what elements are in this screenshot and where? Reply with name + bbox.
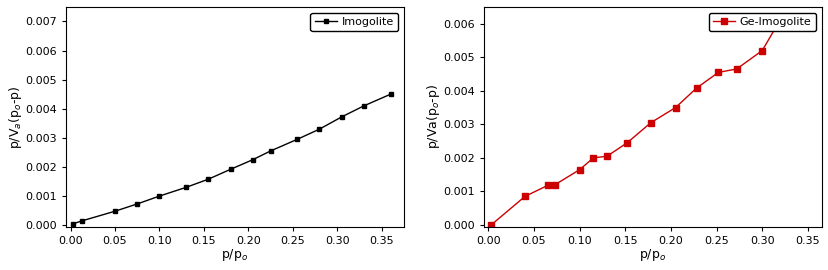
Ge-Imogolite xyxy=(622,141,632,144)
Ge-Imogolite xyxy=(756,49,766,52)
Ge-Imogolite xyxy=(670,106,680,109)
Imogolite xyxy=(385,93,395,96)
Imogolite xyxy=(68,222,78,225)
Imogolite xyxy=(203,178,213,181)
Ge-Imogolite xyxy=(485,223,495,227)
Line: Ge-Imogolite: Ge-Imogolite xyxy=(488,24,778,228)
Legend: Ge-Imogolite: Ge-Imogolite xyxy=(708,12,815,31)
Y-axis label: p/V$_a$(p$_o$-p): p/V$_a$(p$_o$-p) xyxy=(7,85,24,148)
Imogolite xyxy=(110,210,120,213)
Imogolite xyxy=(77,219,87,222)
Imogolite xyxy=(336,115,346,119)
Imogolite xyxy=(314,127,324,131)
Imogolite xyxy=(248,158,258,161)
Ge-Imogolite xyxy=(691,86,700,90)
X-axis label: p/p$_o$: p/p$_o$ xyxy=(638,247,666,263)
Ge-Imogolite xyxy=(550,183,560,186)
Ge-Imogolite xyxy=(713,71,723,74)
Imogolite xyxy=(181,186,190,189)
Imogolite xyxy=(132,202,142,205)
Imogolite xyxy=(225,168,235,171)
Imogolite xyxy=(359,104,368,107)
Y-axis label: p/Va(p$_o$-p): p/Va(p$_o$-p) xyxy=(424,84,441,149)
Ge-Imogolite xyxy=(770,25,780,29)
Ge-Imogolite xyxy=(645,121,655,124)
Imogolite xyxy=(265,149,275,153)
Ge-Imogolite xyxy=(542,184,552,187)
Imogolite xyxy=(154,194,164,198)
Ge-Imogolite xyxy=(588,156,598,160)
Line: Imogolite: Imogolite xyxy=(70,92,392,226)
Ge-Imogolite xyxy=(574,168,584,171)
Ge-Imogolite xyxy=(601,155,611,158)
Legend: Imogolite: Imogolite xyxy=(310,12,397,31)
Imogolite xyxy=(291,138,301,141)
X-axis label: p/p$_o$: p/p$_o$ xyxy=(221,247,248,263)
Ge-Imogolite xyxy=(519,195,529,198)
Ge-Imogolite xyxy=(731,68,741,71)
